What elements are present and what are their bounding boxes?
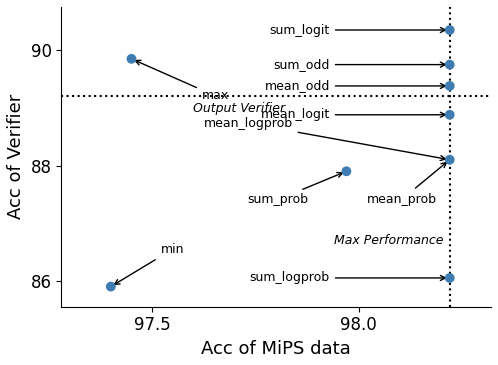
Point [446, 83, 454, 89]
X-axis label: Acc of MiPS data: Acc of MiPS data [201, 340, 351, 358]
Text: sum_odd: sum_odd [273, 58, 445, 71]
Text: sum_logprob: sum_logprob [249, 272, 445, 284]
Text: sum_prob: sum_prob [247, 173, 343, 206]
Text: min: min [115, 243, 184, 284]
Point [446, 275, 454, 281]
Y-axis label: Acc of Verifier: Acc of Verifier [7, 94, 25, 219]
Text: sum_logit: sum_logit [269, 23, 445, 36]
Text: mean_odd: mean_odd [264, 80, 445, 92]
Point [343, 168, 351, 174]
Text: Output Verifier: Output Verifier [194, 102, 286, 115]
Text: mean_logit: mean_logit [260, 108, 445, 121]
Text: mean_prob: mean_prob [367, 162, 446, 205]
Point [446, 112, 454, 118]
Point [446, 27, 454, 33]
Text: max: max [135, 60, 229, 103]
Point [446, 157, 454, 163]
Point [107, 284, 115, 289]
Text: mean_logprob: mean_logprob [204, 117, 446, 161]
Point [446, 62, 454, 68]
Point [127, 56, 135, 62]
Text: Max Performance: Max Performance [334, 234, 444, 246]
